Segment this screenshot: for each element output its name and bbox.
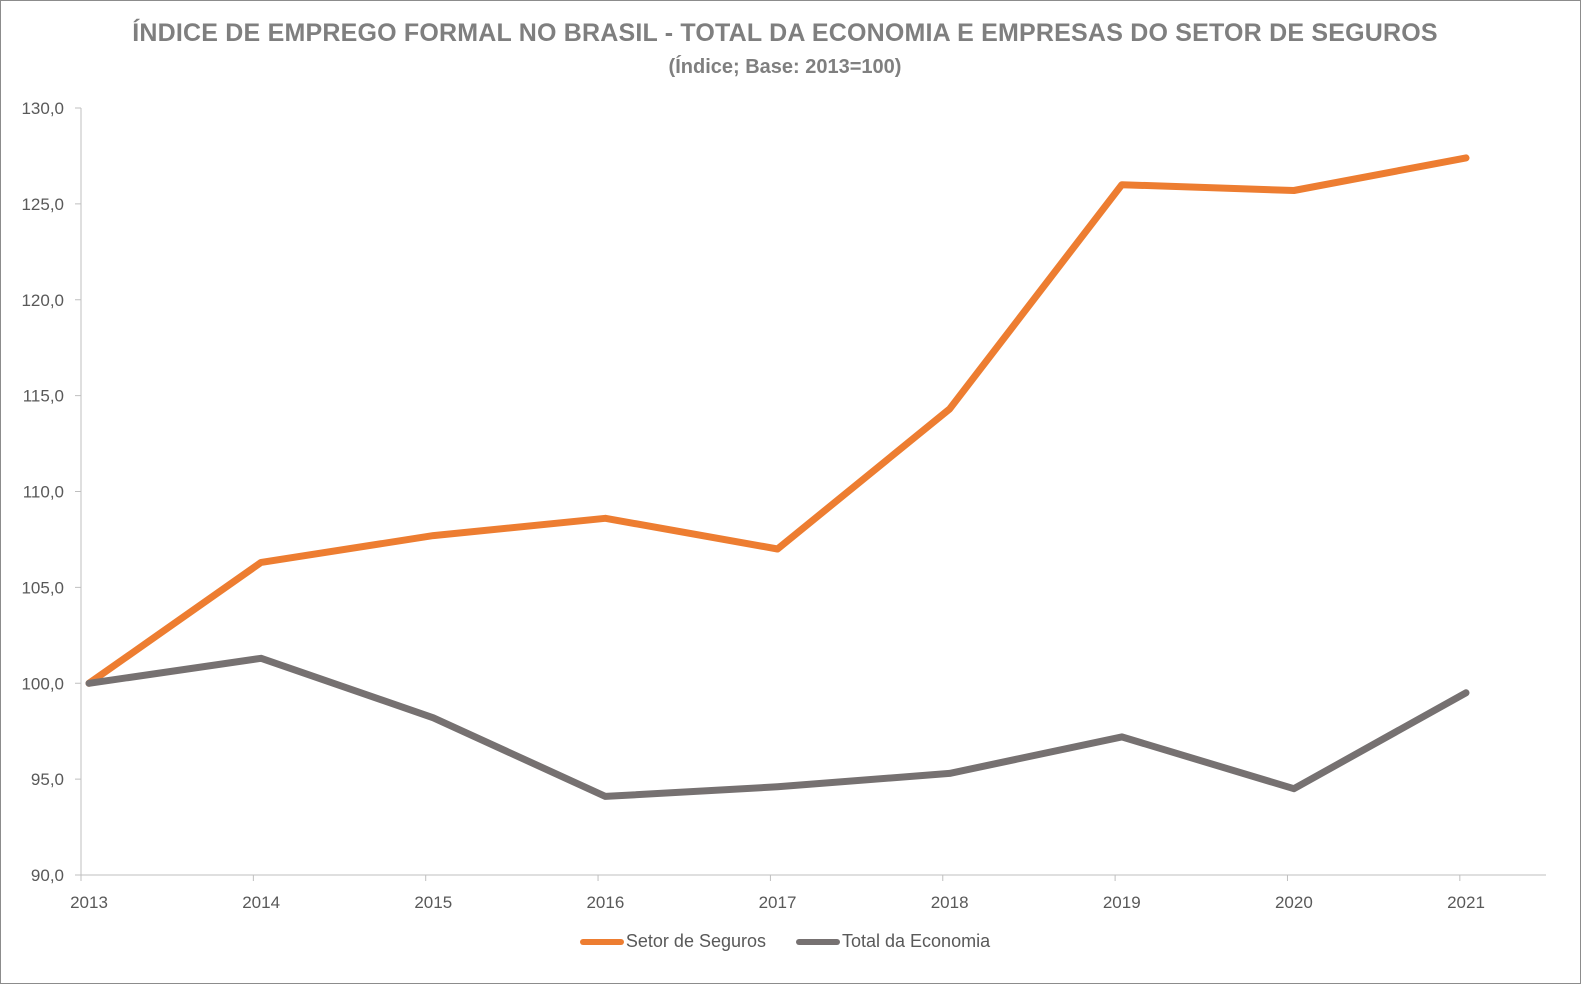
- x-tick-label: 2013: [70, 893, 108, 912]
- series-line-setor-de-seguros: [85, 154, 1470, 687]
- x-tick-label: 2021: [1447, 893, 1485, 912]
- x-tick-label: 2015: [414, 893, 452, 912]
- y-tick-label: 110,0: [23, 483, 64, 502]
- series-line-total-da-economia: [85, 654, 1470, 800]
- legend-swatch-total-da-economia: [796, 938, 840, 945]
- legend: Setor de Seguros Total da Economia: [1, 931, 1569, 952]
- legend-swatch-setor-de-seguros: [579, 938, 624, 945]
- y-tick-label: 90,0: [31, 866, 64, 885]
- x-tick-label: 2018: [931, 893, 969, 912]
- y-tick-label: 120,0: [21, 291, 64, 310]
- y-tick-label: 105,0: [21, 578, 64, 597]
- legend-label-total-da-economia: Total da Economia: [842, 931, 991, 951]
- y-tick-label: 100,0: [21, 674, 64, 693]
- chart-title: ÍNDICE DE EMPREGO FORMAL NO BRASIL - TOT…: [132, 19, 1438, 47]
- x-tick-label: 2016: [586, 893, 624, 912]
- axes: [75, 107, 1546, 881]
- x-tick-label: 2019: [1103, 893, 1141, 912]
- y-tick-labels: 90,0 95,0 100,0 105,0 110,0 115,0 120,0 125,0 13…: [21, 99, 64, 885]
- legend-item-total-da-economia: Total da Economia: [796, 931, 990, 952]
- legend-label-setor-de-seguros: Setor de Seguros: [625, 931, 766, 951]
- y-tick-label: 95,0: [31, 770, 64, 789]
- y-tick-label: 130,0: [21, 99, 64, 118]
- series-lines: [85, 154, 1470, 800]
- x-tick-labels: 2013 2014 2015 2016 2017 2018 2019 2020 2021: [70, 893, 1485, 912]
- x-tick-label: 2014: [242, 893, 280, 912]
- y-tick-label: 115,0: [23, 387, 64, 406]
- x-tick-label: 2020: [1275, 893, 1313, 912]
- chart-subtitle: (Índice; Base: 2013=100): [668, 56, 902, 78]
- y-tick-label: 125,0: [21, 195, 64, 214]
- x-tick-label: 2017: [759, 893, 797, 912]
- legend-item-setor-de-seguros: Setor de Seguros: [579, 931, 766, 952]
